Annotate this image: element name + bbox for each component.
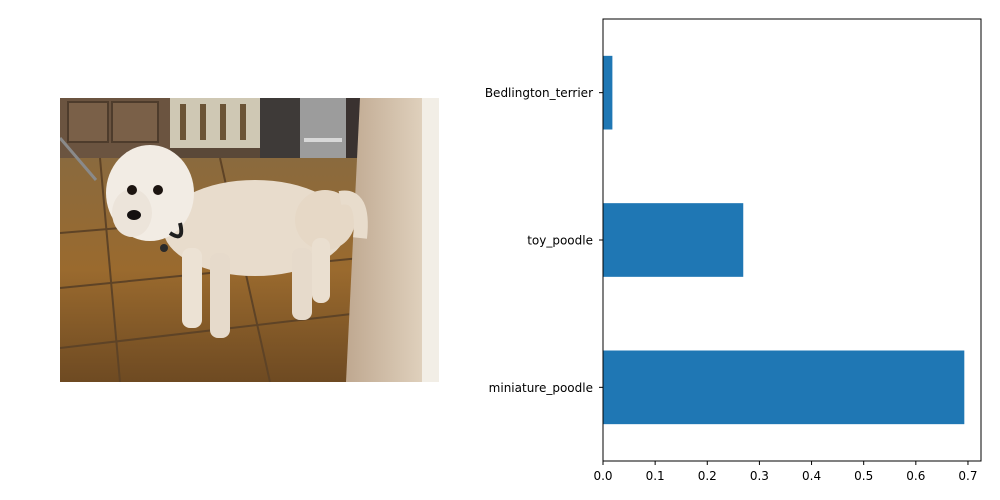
bars-group — [603, 55, 965, 425]
y-tick-label-miniature_poodle: miniature_poodle — [489, 381, 593, 395]
x-ticks: 0.0 0.1 0.2 0.3 0.4 0.5 0.6 0.7 — [593, 461, 978, 483]
dog-photo-illustration — [60, 98, 439, 382]
y-tick-label-Bedlington_terrier: Bedlington_terrier — [485, 86, 593, 100]
x-tick-label: 0.7 — [958, 469, 977, 483]
x-tick-label: 0.0 — [593, 469, 612, 483]
y-tick-label-toy_poodle: toy_poodle — [527, 234, 593, 248]
x-tick-label: 0.2 — [698, 469, 717, 483]
x-tick-label: 0.5 — [854, 469, 873, 483]
x-tick-label: 0.1 — [646, 469, 665, 483]
bar-toy_poodle — [603, 203, 744, 277]
plot-frame — [602, 18, 982, 462]
bar-Bedlington_terrier — [603, 55, 613, 130]
dog-photo — [60, 98, 439, 382]
bar-miniature_poodle — [603, 350, 965, 425]
x-tick-label: 0.4 — [802, 469, 821, 483]
x-tick-label: 0.6 — [906, 469, 925, 483]
x-tick-label: 0.3 — [750, 469, 769, 483]
y-tick-labels: miniature_poodle toy_poodle Bedlington_ter… — [485, 86, 603, 395]
